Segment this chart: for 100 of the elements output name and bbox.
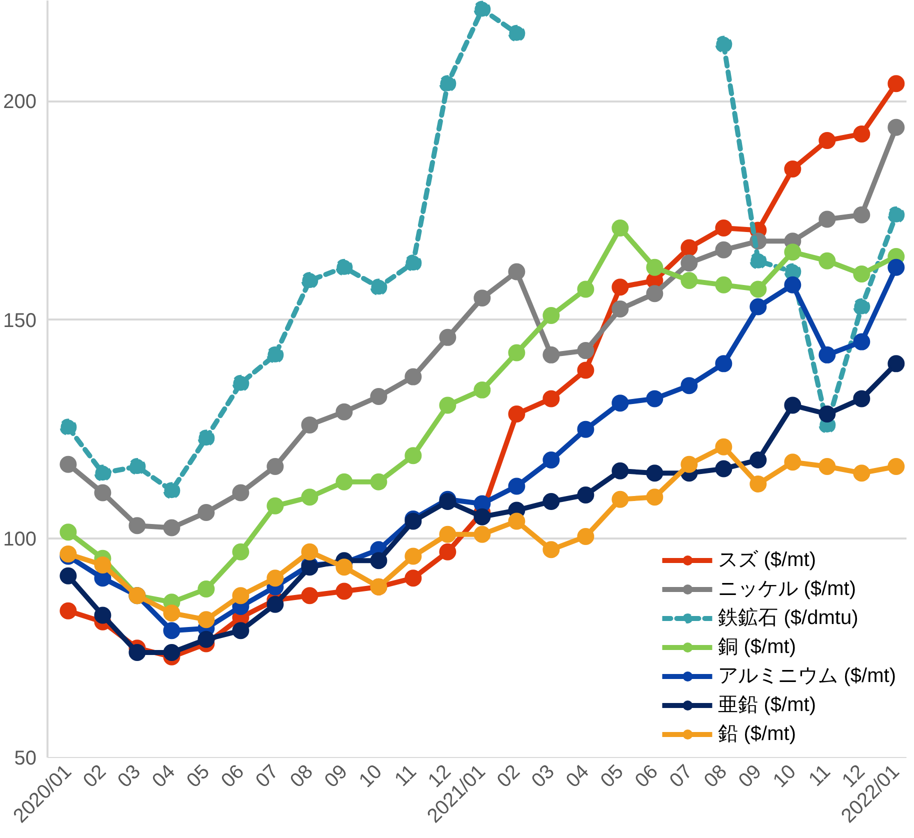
point — [94, 484, 112, 502]
point — [853, 265, 870, 282]
x-tick-label: 08 — [286, 760, 318, 792]
point — [198, 630, 215, 648]
point — [232, 622, 250, 640]
point — [542, 390, 560, 408]
point — [542, 493, 560, 510]
point — [336, 558, 353, 576]
point — [750, 476, 767, 493]
point — [577, 280, 594, 298]
point — [404, 548, 422, 565]
point — [404, 570, 422, 587]
point — [542, 307, 560, 324]
point — [508, 263, 526, 280]
point — [508, 344, 526, 362]
x-tick-label: 06 — [217, 760, 248, 792]
point — [439, 396, 456, 414]
point — [853, 206, 870, 224]
point — [266, 346, 284, 364]
point — [60, 567, 77, 584]
point — [888, 75, 905, 92]
x-tick-label: 07 — [252, 760, 283, 792]
point — [646, 488, 664, 506]
point — [94, 556, 112, 574]
point — [612, 300, 629, 318]
point — [404, 368, 422, 386]
point — [680, 377, 698, 394]
point — [818, 210, 836, 228]
point — [163, 622, 180, 640]
point — [853, 125, 870, 142]
point — [163, 519, 180, 536]
point — [888, 458, 905, 475]
point — [715, 36, 732, 53]
point — [232, 587, 250, 604]
point — [301, 587, 318, 604]
point — [784, 160, 802, 178]
point — [474, 290, 491, 307]
point — [404, 447, 422, 464]
point — [60, 524, 77, 541]
point — [646, 258, 664, 276]
point — [750, 252, 767, 270]
point — [888, 258, 905, 276]
point — [542, 346, 560, 364]
point — [715, 276, 732, 294]
point — [680, 254, 698, 272]
x-tick-label: 05 — [182, 760, 214, 792]
point — [60, 456, 77, 473]
point — [301, 543, 318, 560]
point — [853, 390, 870, 408]
point — [680, 456, 698, 473]
point — [336, 258, 353, 276]
point — [680, 272, 698, 290]
legend-label: アルミニウム ($/mt) — [718, 664, 896, 689]
point — [336, 582, 353, 600]
legend-label: 鉛 ($/mt) — [718, 722, 796, 747]
point — [750, 298, 767, 316]
legend-label: スズ ($/mt) — [718, 548, 816, 573]
point — [94, 464, 112, 482]
point — [128, 517, 146, 534]
point — [439, 493, 456, 510]
point — [128, 458, 146, 475]
y-tick-label: 100 — [3, 528, 37, 551]
point — [577, 362, 594, 379]
point — [612, 394, 629, 412]
point — [474, 526, 491, 543]
x-tick-label: 03 — [528, 760, 559, 792]
point — [542, 541, 560, 558]
point — [439, 328, 456, 346]
point — [577, 486, 594, 504]
point — [163, 482, 180, 500]
x-tick-label: 11 — [804, 760, 835, 791]
point — [888, 118, 905, 136]
point — [715, 355, 732, 372]
point — [818, 252, 836, 270]
x-tick-label: 04 — [148, 760, 180, 792]
point — [266, 596, 284, 613]
point — [646, 285, 664, 302]
legend-label: 亜鉛 ($/mt) — [718, 693, 816, 718]
point — [232, 543, 250, 560]
point — [715, 438, 732, 456]
point — [577, 420, 594, 438]
point — [163, 644, 180, 661]
x-tick-label: 09 — [734, 760, 766, 792]
point — [508, 406, 526, 422]
point — [888, 355, 905, 372]
legend-label: ニッケル ($/mt) — [718, 577, 856, 602]
point — [301, 558, 318, 576]
point — [612, 278, 629, 296]
point — [404, 512, 422, 530]
point — [301, 488, 318, 506]
point — [370, 473, 388, 490]
point — [198, 430, 215, 447]
point — [198, 611, 215, 628]
legend-label: 鉄鉱石 ($/dmtu) — [718, 606, 858, 631]
x-tick-label: 10 — [769, 760, 800, 792]
point — [474, 508, 491, 526]
x-tick-label: 05 — [596, 760, 628, 792]
point — [439, 526, 456, 543]
point — [612, 490, 629, 508]
point — [128, 644, 146, 661]
